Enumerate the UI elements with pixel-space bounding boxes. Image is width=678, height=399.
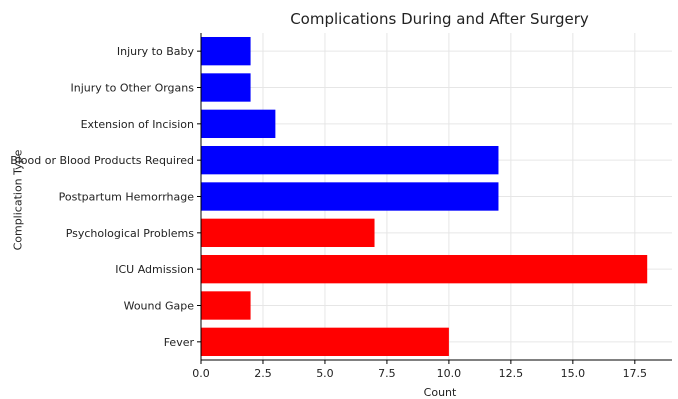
bar-fever: [201, 327, 449, 357]
bar-postpartum-hemorrhage: [201, 182, 499, 211]
x-tick-label: 0.0: [192, 367, 210, 380]
x-tick-label: 5.0: [316, 367, 334, 380]
y-tick-label: Injury to Other Organs: [71, 82, 195, 95]
x-tick-label: 7.5: [378, 367, 396, 380]
bar-extension-of-incision: [201, 109, 276, 139]
x-tick-label: 15.0: [561, 367, 586, 380]
bar-icu-admission: [201, 254, 648, 284]
x-tick-label: 12.5: [499, 367, 524, 380]
y-tick-label: Psychological Problems: [66, 227, 195, 240]
x-tick-label: 10.0: [437, 367, 462, 380]
y-tick-label: Fever: [164, 336, 195, 349]
y-tick-label: Wound Gape: [124, 300, 195, 313]
y-tick-label: Extension of Incision: [81, 118, 194, 131]
bar-wound-gape: [201, 291, 251, 320]
x-tick-label: 2.5: [254, 367, 272, 380]
bar-blood-or-blood-products-required: [201, 145, 499, 175]
bar-injury-to-baby: [201, 36, 251, 66]
bar-psychological-problems: [201, 218, 375, 248]
y-tick-label: Blood or Blood Products Required: [10, 154, 194, 167]
chart-title: Complications During and After Surgery: [290, 10, 589, 28]
y-tick-label: Injury to Baby: [117, 45, 195, 58]
y-tick-label: Postpartum Hemorrhage: [59, 191, 195, 204]
bar-injury-to-other-organs: [201, 73, 251, 102]
y-tick-label: ICU Admission: [115, 263, 194, 276]
x-tick-label: 17.5: [623, 367, 648, 380]
